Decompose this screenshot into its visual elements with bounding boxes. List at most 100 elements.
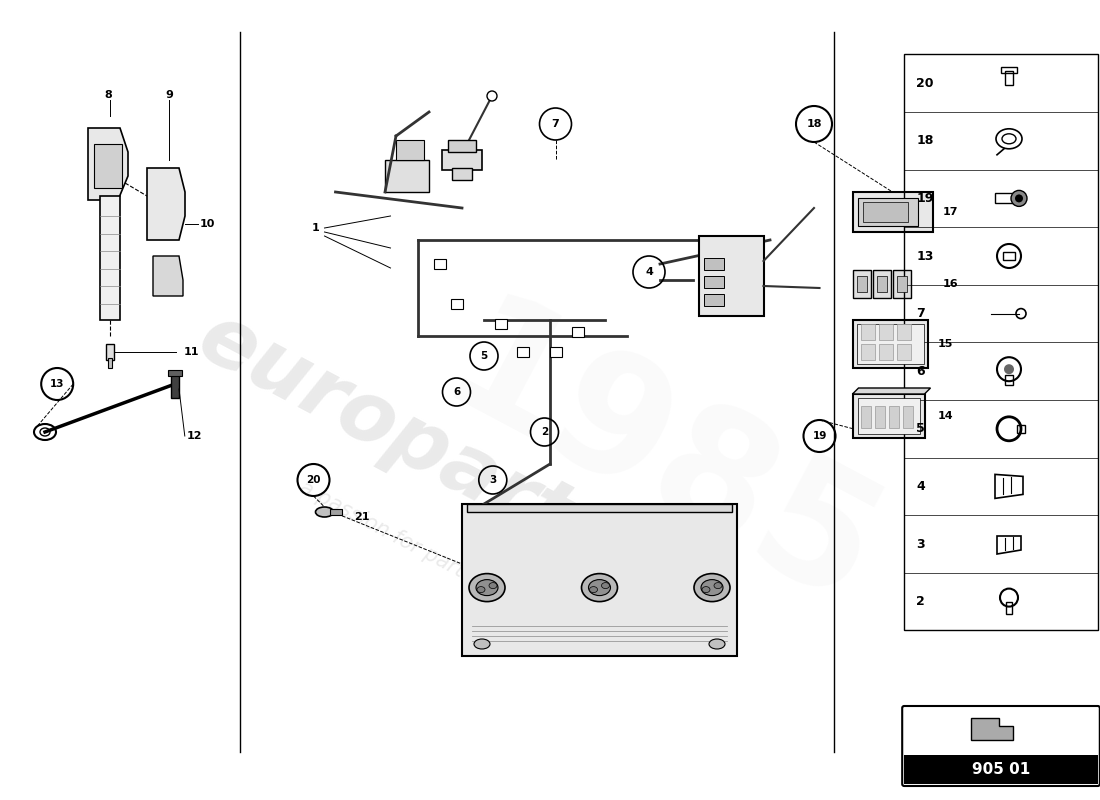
Text: 15: 15 [937,339,953,349]
Bar [442,150,482,170]
Bar [877,276,887,292]
Ellipse shape [477,586,485,593]
Bar [902,406,913,428]
Polygon shape [852,388,931,394]
Bar [872,270,891,298]
Circle shape [487,91,497,101]
Bar [396,140,424,160]
Bar [704,258,724,270]
Bar [698,236,763,316]
Bar [100,196,120,320]
Text: 7: 7 [916,307,925,320]
Polygon shape [88,128,128,200]
Text: 4: 4 [645,267,653,277]
Bar [106,344,114,360]
Bar [385,160,429,192]
Bar [330,509,341,515]
Bar [860,406,870,428]
Bar [879,324,892,340]
Bar [704,294,724,306]
Text: 1985: 1985 [417,283,903,645]
Text: 21: 21 [354,512,370,522]
Bar [517,347,528,357]
Text: 2: 2 [541,427,548,437]
Ellipse shape [714,582,722,589]
Bar [896,344,911,360]
Ellipse shape [469,574,505,602]
Text: 5: 5 [916,422,925,435]
Bar [1018,425,1025,433]
Bar [108,358,112,368]
Bar [904,54,1098,630]
Text: 20: 20 [306,475,321,485]
Bar [1001,67,1018,74]
Ellipse shape [582,574,617,602]
Text: 3: 3 [490,475,496,485]
Ellipse shape [694,574,730,602]
Ellipse shape [476,579,498,595]
Text: 7: 7 [551,119,560,129]
Bar [495,319,506,329]
Bar [170,374,179,398]
Text: 18: 18 [916,134,934,147]
Ellipse shape [474,639,490,649]
Bar [904,755,1098,784]
Bar [1003,252,1015,260]
Text: 6: 6 [916,365,925,378]
Ellipse shape [702,586,710,593]
Bar [94,144,122,188]
Text: a passion for parts since 1985: a passion for parts since 1985 [296,478,584,642]
Bar [889,406,899,428]
Bar [168,370,182,376]
Text: 905 01: 905 01 [972,762,1030,777]
Bar [852,394,924,438]
Bar [852,320,927,368]
Text: 18: 18 [806,119,822,129]
Bar [550,347,561,357]
Text: 20: 20 [916,77,934,90]
Text: 11: 11 [184,347,199,357]
Text: 14: 14 [937,411,953,421]
Text: 6: 6 [453,387,460,397]
Polygon shape [971,718,1013,740]
Text: 17: 17 [943,207,958,217]
Bar [858,398,920,434]
Text: 19: 19 [812,431,827,441]
Bar [996,194,1018,203]
Text: 2: 2 [916,595,925,608]
Bar [462,504,737,656]
Polygon shape [147,168,185,240]
Bar [468,504,732,512]
Bar [451,299,462,309]
Bar [879,344,892,360]
Bar [857,324,924,364]
Bar [860,324,875,340]
Bar [572,327,583,337]
Bar [892,270,911,298]
Polygon shape [153,256,183,296]
Circle shape [1015,194,1023,202]
Text: 5: 5 [481,351,487,361]
Ellipse shape [590,586,597,593]
Text: 8: 8 [104,90,112,100]
Bar [860,344,875,360]
Ellipse shape [316,507,333,517]
Ellipse shape [588,579,610,595]
Bar [852,192,933,232]
Bar [452,168,472,180]
Ellipse shape [710,639,725,649]
Bar [857,276,867,292]
Text: 13: 13 [50,379,65,389]
Ellipse shape [701,579,723,595]
Bar [1005,71,1013,86]
Text: 3: 3 [916,538,925,550]
Text: europarts: europarts [185,296,629,584]
Bar [434,259,446,269]
Bar [896,276,906,292]
Text: 19: 19 [916,192,934,205]
Text: 13: 13 [916,250,934,262]
Ellipse shape [490,582,497,589]
Bar [874,406,884,428]
Circle shape [1011,190,1027,206]
Text: 16: 16 [943,279,958,289]
